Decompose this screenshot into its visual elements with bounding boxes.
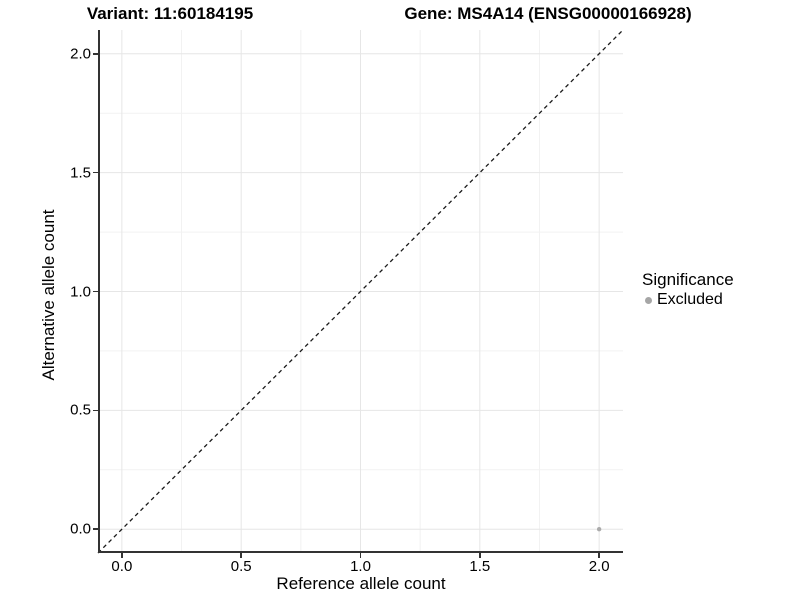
- x-tick-label: 0.0: [111, 558, 133, 575]
- x-tick-mark: [598, 553, 600, 558]
- y-tick-label: 2.0: [70, 45, 91, 63]
- x-tick-mark: [121, 553, 123, 558]
- y-tick-label: 1.5: [70, 164, 91, 182]
- x-axis-title: Reference allele count: [276, 574, 446, 593]
- legend-entry-label: Excluded: [657, 291, 723, 308]
- x-tick-mark: [479, 553, 481, 558]
- x-tick-label: 0.5: [230, 558, 252, 575]
- y-tick-label: 1.0: [70, 283, 91, 300]
- x-tick-label: 1.0: [350, 558, 371, 575]
- plot-title-gene: Gene: MS4A14 (ENSG00000166928): [404, 4, 692, 23]
- x-tick-mark: [240, 553, 242, 558]
- plot-title-variant: Variant: 11:60184195: [86, 4, 254, 23]
- x-tick-label: 2.0: [588, 558, 610, 575]
- legend-entry-excluded: Excluded: [642, 290, 734, 310]
- plot-area-svg: [97, 29, 624, 554]
- identity-line: [97, 29, 624, 554]
- y-axis-title: Alternative allele count: [39, 209, 58, 381]
- legend-title: Significance: [642, 270, 734, 289]
- legend: Significance Excluded: [642, 269, 734, 310]
- data-point: [596, 527, 602, 532]
- x-tick-mark: [359, 553, 362, 558]
- y-tick-label: 0.0: [70, 520, 91, 538]
- plot-panel: [97, 29, 624, 554]
- y-tick-label: 0.5: [70, 401, 91, 419]
- legend-key-dot-icon: [645, 296, 652, 304]
- x-tick-label: 1.5: [469, 558, 491, 575]
